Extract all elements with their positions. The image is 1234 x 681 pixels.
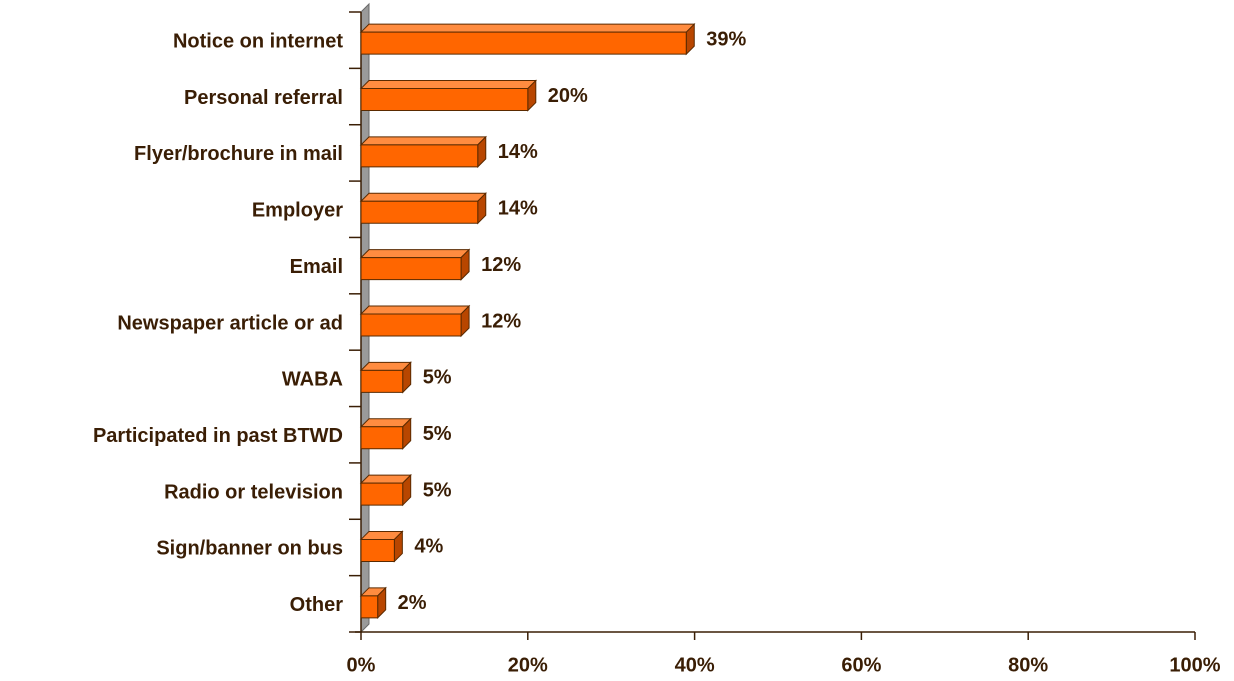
value-label: 14%: [498, 141, 538, 163]
bar: [359, 473, 412, 507]
y-tick-label: Newspaper article or ad: [117, 312, 343, 334]
x-tick-label: 100%: [1169, 654, 1220, 676]
bar-face: [360, 426, 404, 450]
bar-face: [359, 80, 538, 90]
x-tick-label: 0%: [347, 654, 376, 676]
value-label: 14%: [498, 198, 538, 220]
bar-face: [359, 192, 487, 202]
value-label: 5%: [423, 367, 452, 389]
y-tick-label: Radio or television: [164, 481, 343, 503]
bar-face: [359, 136, 487, 146]
bar: [359, 586, 387, 620]
bar-face: [360, 144, 479, 168]
value-label: 39%: [706, 28, 746, 50]
bar: [359, 192, 487, 225]
value-label: 2%: [398, 592, 427, 614]
bar-face: [360, 257, 462, 281]
bar-face: [360, 595, 379, 619]
bar-face: [360, 482, 404, 506]
bar: [359, 135, 487, 169]
value-label: 12%: [481, 310, 521, 332]
y-tick-label: Participated in past BTWD: [93, 425, 343, 447]
y-tick-label: WABA: [282, 369, 343, 391]
y-tick-label: Notice on internet: [173, 30, 343, 52]
bar: [359, 22, 696, 56]
x-tick-label: 20%: [508, 654, 548, 676]
y-tick-label: Personal referral: [184, 87, 343, 109]
x-tick-label: 40%: [675, 654, 715, 676]
value-label: 12%: [481, 254, 521, 276]
bar-face: [360, 88, 529, 112]
bar: [359, 304, 471, 338]
bar-face: [360, 200, 479, 224]
y-tick-label: Email: [290, 256, 343, 278]
bar-face: [360, 538, 395, 562]
y-tick-label: Other: [290, 594, 344, 616]
bar-face: [360, 31, 687, 55]
x-tick-label: 60%: [841, 654, 881, 676]
bar: [359, 361, 412, 394]
bar-face: [359, 249, 471, 259]
value-label: 20%: [548, 85, 588, 107]
y-tick-label: Sign/banner on bus: [156, 538, 343, 560]
x-tick-label: 80%: [1008, 654, 1048, 676]
bar-face: [359, 23, 696, 33]
bar-face: [360, 369, 404, 393]
bar: [359, 248, 471, 281]
y-tick-label: Flyer/brochure in mail: [134, 143, 343, 165]
bar: [359, 417, 412, 450]
bar-face: [360, 313, 462, 337]
bar: [359, 79, 538, 112]
y-tick-label: Employer: [252, 200, 343, 222]
bar-face: [359, 305, 471, 315]
value-label: 5%: [423, 479, 452, 501]
value-label: 4%: [414, 536, 443, 558]
value-label: 5%: [423, 423, 452, 445]
bar: [359, 530, 404, 563]
